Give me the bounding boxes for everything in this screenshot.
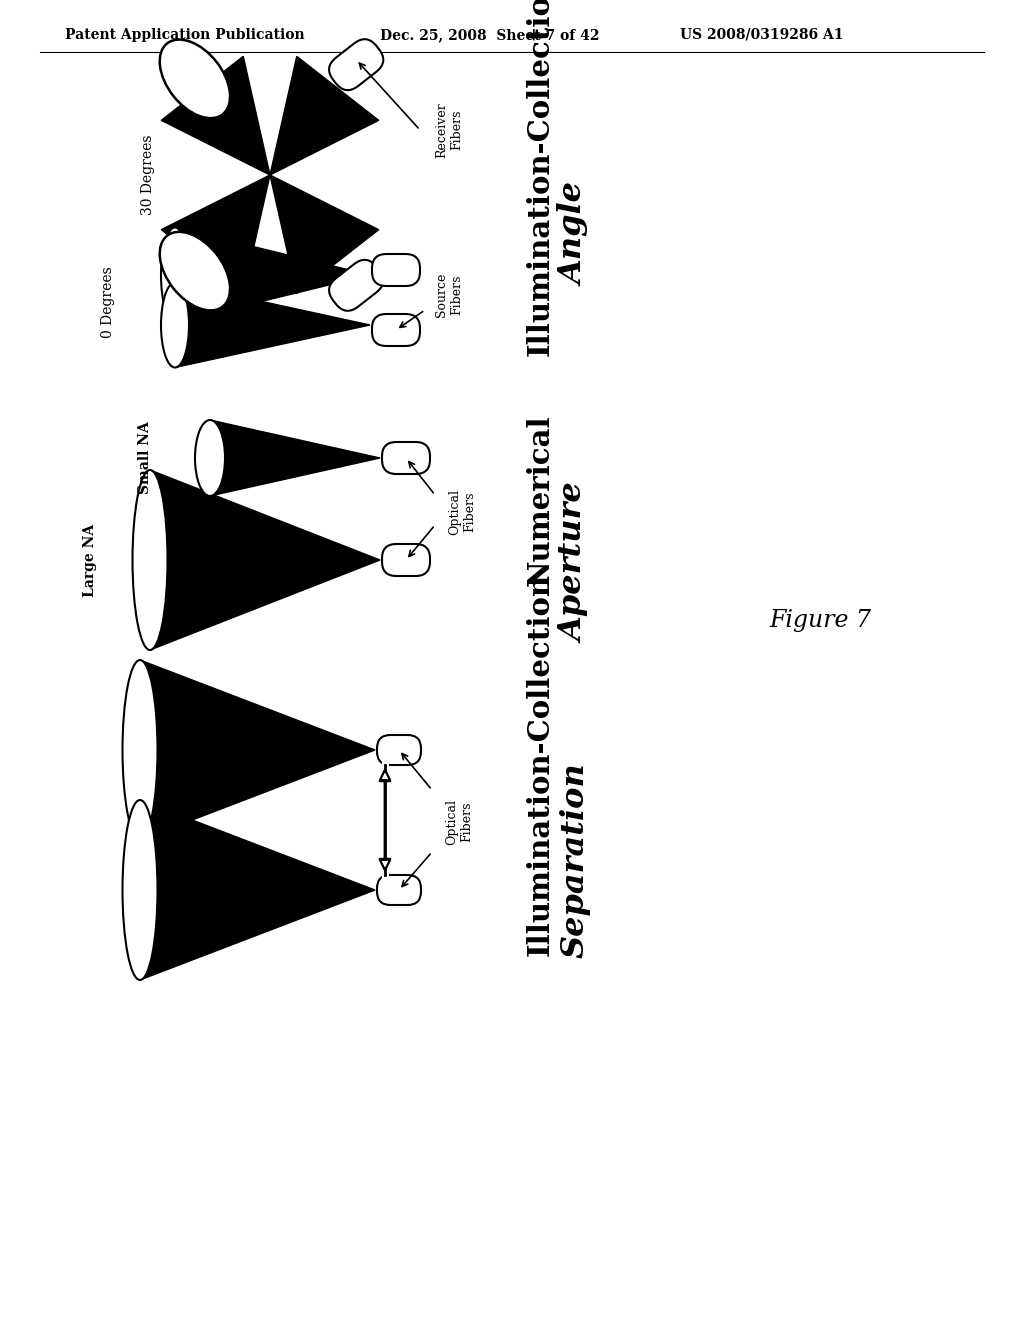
FancyBboxPatch shape xyxy=(377,735,421,766)
Text: Separation: Separation xyxy=(559,762,591,958)
Text: Dec. 25, 2008  Sheet 7 of 42: Dec. 25, 2008 Sheet 7 of 42 xyxy=(380,28,599,42)
Ellipse shape xyxy=(161,227,189,322)
Text: Aperture: Aperture xyxy=(559,483,591,643)
Text: Figure 7: Figure 7 xyxy=(769,609,871,631)
FancyBboxPatch shape xyxy=(372,253,420,286)
Ellipse shape xyxy=(160,232,230,310)
Polygon shape xyxy=(150,470,380,649)
FancyBboxPatch shape xyxy=(329,260,383,310)
Text: Small NA: Small NA xyxy=(138,421,152,495)
Polygon shape xyxy=(140,800,375,979)
Text: Receiver
Fibers: Receiver Fibers xyxy=(435,102,463,158)
Text: 30 Degrees: 30 Degrees xyxy=(141,135,155,215)
Text: 0 Degrees: 0 Degrees xyxy=(101,267,115,338)
FancyBboxPatch shape xyxy=(372,314,420,346)
Ellipse shape xyxy=(123,800,158,979)
FancyBboxPatch shape xyxy=(377,875,421,906)
FancyBboxPatch shape xyxy=(329,40,383,90)
Text: Illumination-Collection: Illumination-Collection xyxy=(525,0,555,356)
Ellipse shape xyxy=(132,470,168,649)
Polygon shape xyxy=(162,57,270,176)
Text: Large NA: Large NA xyxy=(83,524,97,597)
Ellipse shape xyxy=(160,40,230,119)
Ellipse shape xyxy=(195,420,225,496)
Text: Patent Application Publication: Patent Application Publication xyxy=(65,28,304,42)
Text: US 2008/0319286 A1: US 2008/0319286 A1 xyxy=(680,28,844,42)
Polygon shape xyxy=(175,282,370,367)
FancyBboxPatch shape xyxy=(382,544,430,576)
FancyBboxPatch shape xyxy=(382,442,430,474)
Polygon shape xyxy=(175,227,370,322)
Polygon shape xyxy=(270,57,379,176)
Ellipse shape xyxy=(161,282,189,367)
Text: Numerical: Numerical xyxy=(525,414,555,586)
Polygon shape xyxy=(210,420,380,496)
Text: Optical
Fibers: Optical Fibers xyxy=(449,488,476,535)
Polygon shape xyxy=(270,176,379,293)
Ellipse shape xyxy=(123,660,158,840)
Polygon shape xyxy=(162,176,270,293)
Text: Optical
Fibers: Optical Fibers xyxy=(445,799,473,845)
Text: Angle: Angle xyxy=(559,183,591,286)
Text: Source
Fibers: Source Fibers xyxy=(435,273,463,317)
Text: Illumination-Collection: Illumination-Collection xyxy=(525,573,555,957)
Polygon shape xyxy=(140,660,375,840)
